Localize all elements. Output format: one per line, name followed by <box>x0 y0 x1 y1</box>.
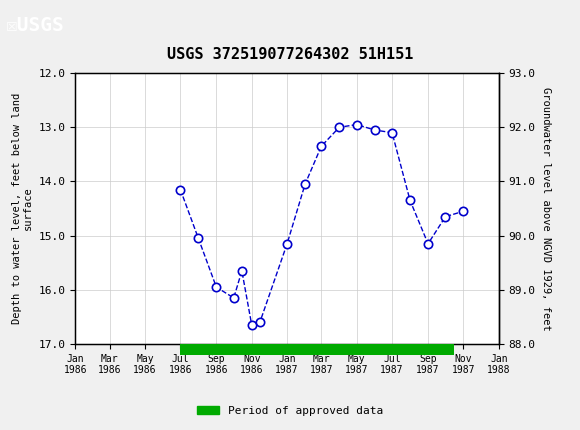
Text: USGS 372519077264302 51H151: USGS 372519077264302 51H151 <box>167 47 413 62</box>
Text: ☒USGS: ☒USGS <box>6 16 64 35</box>
Y-axis label: Depth to water level, feet below land
surface: Depth to water level, feet below land su… <box>12 93 33 324</box>
Legend: Period of approved data: Period of approved data <box>193 401 387 420</box>
Bar <box>180 344 454 355</box>
Y-axis label: Groundwater level above NGVD 1929, feet: Groundwater level above NGVD 1929, feet <box>541 87 551 330</box>
